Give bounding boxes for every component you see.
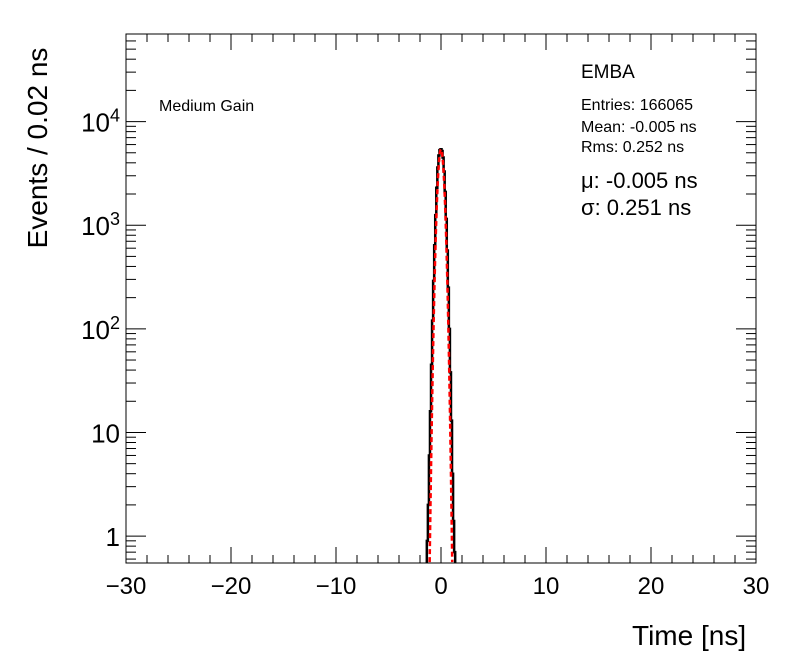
fit-mu-label: μ: -0.005 ns xyxy=(581,168,698,193)
x-tick-label: 10 xyxy=(533,573,560,600)
x-axis-ticks xyxy=(125,34,757,563)
x-tick-label: 0 xyxy=(434,573,447,600)
y-tick-label: 1 xyxy=(106,522,120,552)
y-tick-label: 102 xyxy=(81,313,120,345)
gain-annotation: Medium Gain xyxy=(159,98,255,115)
y-tick-label: 103 xyxy=(81,209,120,241)
y-tick-label: 10 xyxy=(91,418,120,448)
x-tick-label: 30 xyxy=(743,573,770,600)
x-tick-label: −30 xyxy=(106,573,147,600)
y-axis-ticks xyxy=(126,33,756,560)
y-axis-title: Events / 0.02 ns xyxy=(22,47,53,249)
y-tick-label: 104 xyxy=(81,106,120,138)
x-axis-title: Time [ns] xyxy=(632,620,747,651)
data-layer xyxy=(425,148,457,563)
histogram-line xyxy=(425,148,457,563)
x-tick-label: −20 xyxy=(211,573,252,600)
fit-sigma-label: σ: 0.251 ns xyxy=(581,195,692,220)
tick-labels: −30 −20 −10 0 10 20 30 1 10 102 103 104 xyxy=(81,106,769,600)
x-tick-label: −10 xyxy=(316,573,357,600)
x-tick-label: 20 xyxy=(638,573,665,600)
stats-title: EMBA xyxy=(581,62,635,83)
stats-mean: Mean: -0.005 ns xyxy=(581,119,697,136)
stats-entries: Entries: 166065 xyxy=(581,97,694,114)
stats-rms: Rms: 0.252 ns xyxy=(581,139,685,156)
